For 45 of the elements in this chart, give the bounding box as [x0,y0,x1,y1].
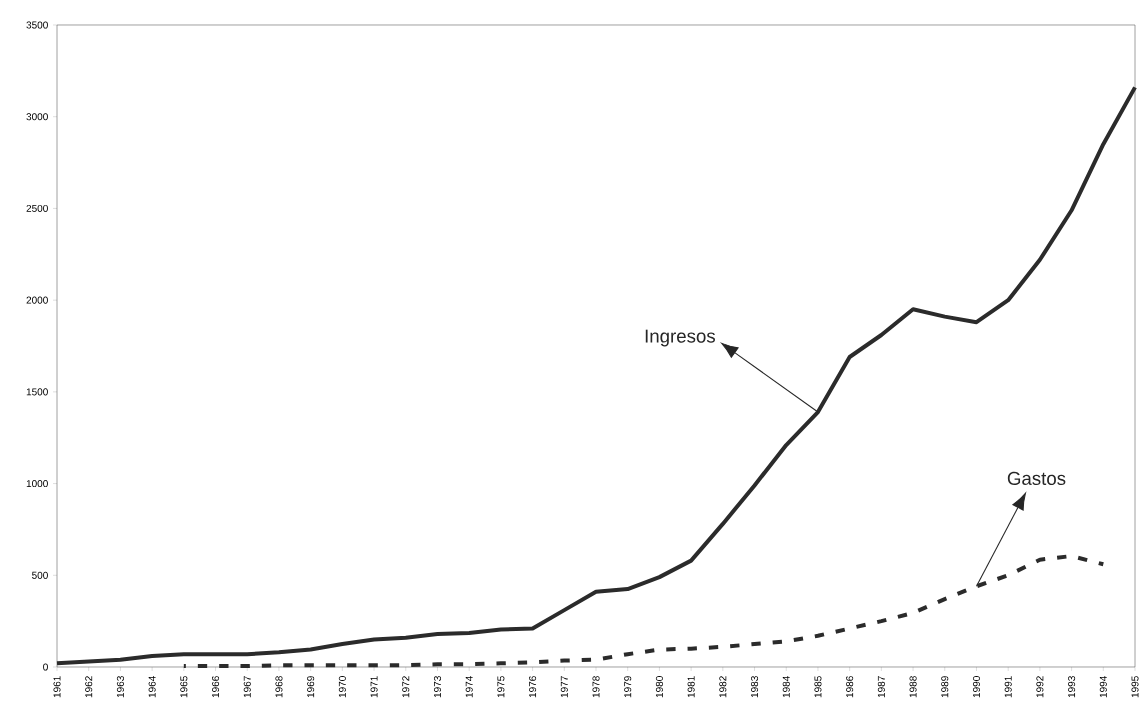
x-tick-label: 1993 [1068,676,1076,698]
x-tick-label: 1977 [560,676,568,698]
x-tick-label: 1970 [338,676,346,698]
x-tick-label: 1991 [1004,676,1012,698]
y-tick-label: 0 [43,663,48,671]
x-tick-label: 1972 [402,676,410,698]
x-tick-label: 1965 [180,676,188,698]
legend-label: Ingresos [645,329,715,347]
x-tick-label: 1969 [307,676,315,698]
x-tick-label: 1983 [750,676,759,698]
x-tick-label: 1978 [592,676,600,698]
x-tick-label: 1963 [116,676,124,698]
text: Gastos [1007,471,1066,486]
x-tick-label: 1964 [148,676,156,698]
x-tick-label: 1971 [370,676,378,698]
x-tick-label: 1985 [814,676,822,698]
x-tick-label: 1966 [211,676,220,698]
y-tick-label: 1500 [26,388,48,396]
x-tick-label: 1995 [1131,676,1139,698]
x-tick-label: 1975 [497,676,505,698]
x-tick-label: 1976 [529,676,537,698]
x-tick-label: 1982 [719,676,727,698]
y-tick-label: 2000 [26,296,48,304]
y-tick-label: 3000 [26,113,48,121]
x-tick-label: 1979 [624,676,632,698]
y-tick-label: 1000 [26,480,48,488]
x-tick-label: 1973 [433,676,442,698]
y-tick-label: 500 [32,571,48,579]
x-tick-label: 1984 [782,676,790,698]
x-tick-label: 1968 [275,676,283,698]
x-tick-label: 1988 [909,676,917,698]
x-tick-label: 1962 [85,676,93,698]
x-tick-label: 1990 [972,676,981,698]
x-tick-label: 1987 [877,676,885,698]
y-tick-label: 2500 [26,204,48,212]
x-tick-label: 1981 [687,676,695,698]
x-tick-label: 1992 [1036,676,1044,698]
y-tick-label: 3500 [26,21,48,29]
x-tick-label: 1994 [1099,676,1107,698]
x-tick-label: 1961 [53,676,61,698]
x-tick-label: 1986 [846,676,854,698]
x-tick-label: 1989 [941,676,949,698]
x-tick-label: 1967 [243,676,251,698]
x-tick-label: 1974 [465,676,473,698]
x-tick-label: 1980 [655,676,663,698]
